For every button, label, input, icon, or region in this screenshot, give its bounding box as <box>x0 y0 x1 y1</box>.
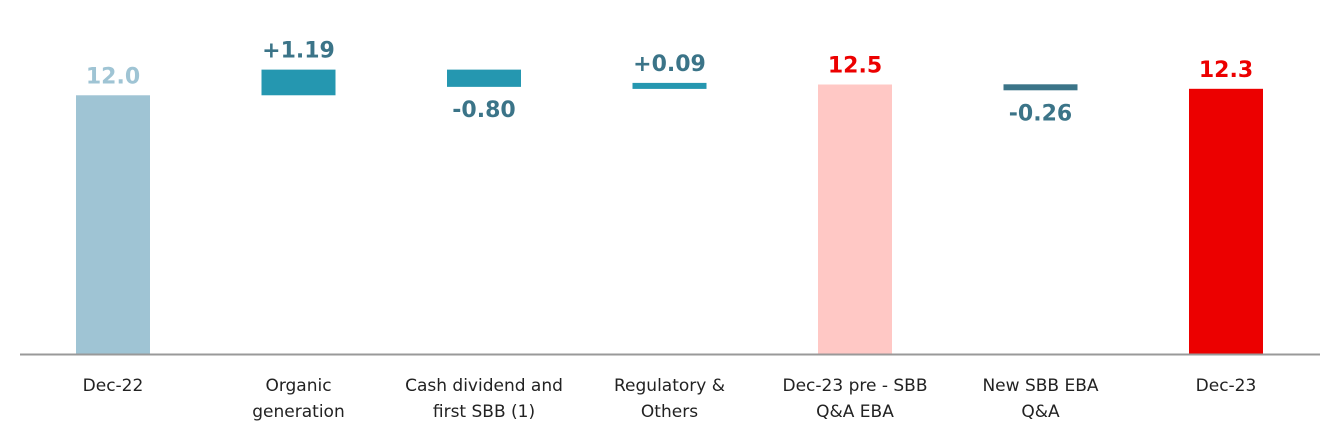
bar-0 <box>76 95 150 354</box>
category-label-5: New SBB EBA Q&A <box>982 376 1098 422</box>
bar-1 <box>261 69 336 96</box>
value-label-0: 12.0 <box>86 64 140 89</box>
category-label-6: Dec-23 <box>1196 376 1257 396</box>
bar-3 <box>632 82 707 89</box>
category-label-1: Organic generation <box>252 376 344 422</box>
category-label-2: Cash dividend and first SBB (1) <box>405 376 563 422</box>
bar-5 <box>1003 84 1078 91</box>
bar-4 <box>818 84 892 354</box>
category-label-0: Dec-22 <box>83 376 144 396</box>
category-label-4: Dec-23 pre - SBB Q&A EBA <box>783 376 928 422</box>
value-label-2: -0.80 <box>452 98 515 123</box>
value-label-4: 12.5 <box>828 53 882 78</box>
bar-6 <box>1189 88 1263 355</box>
value-label-3: +0.09 <box>633 52 706 77</box>
value-label-6: 12.3 <box>1199 58 1253 83</box>
value-label-1: +1.19 <box>262 39 335 64</box>
bar-2 <box>447 69 521 87</box>
category-label-3: Regulatory & Others <box>614 376 725 422</box>
value-label-5: -0.26 <box>1009 101 1072 126</box>
